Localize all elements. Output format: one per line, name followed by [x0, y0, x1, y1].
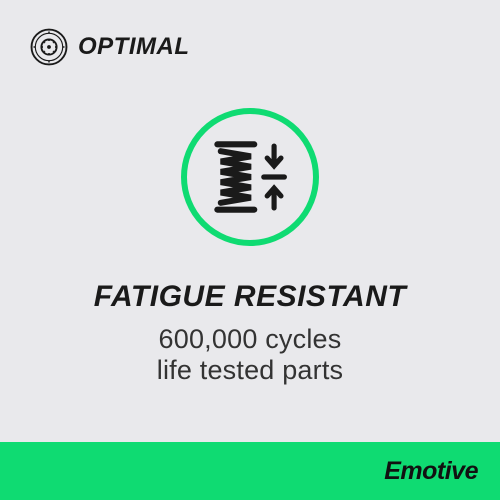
feature-subline-1: 600,000 cycles: [159, 324, 342, 355]
main-area: OPTIMAL FATIGUE RESISTANT 600,000 cyc: [0, 0, 500, 442]
feature-headline: FATIGUE RESISTANT: [94, 280, 406, 314]
spring-compression-icon: [207, 134, 293, 220]
feature-icon-ring: [181, 108, 319, 246]
feature-subline-2: life tested parts: [157, 355, 344, 386]
optimal-logo-icon: [30, 28, 68, 66]
footer-brand: Emotive: [384, 457, 478, 486]
footer-bar: Emotive: [0, 442, 500, 500]
brand-name: OPTIMAL: [78, 33, 190, 61]
infographic-card: OPTIMAL FATIGUE RESISTANT 600,000 cyc: [0, 0, 500, 500]
brand-row: OPTIMAL: [30, 28, 470, 66]
